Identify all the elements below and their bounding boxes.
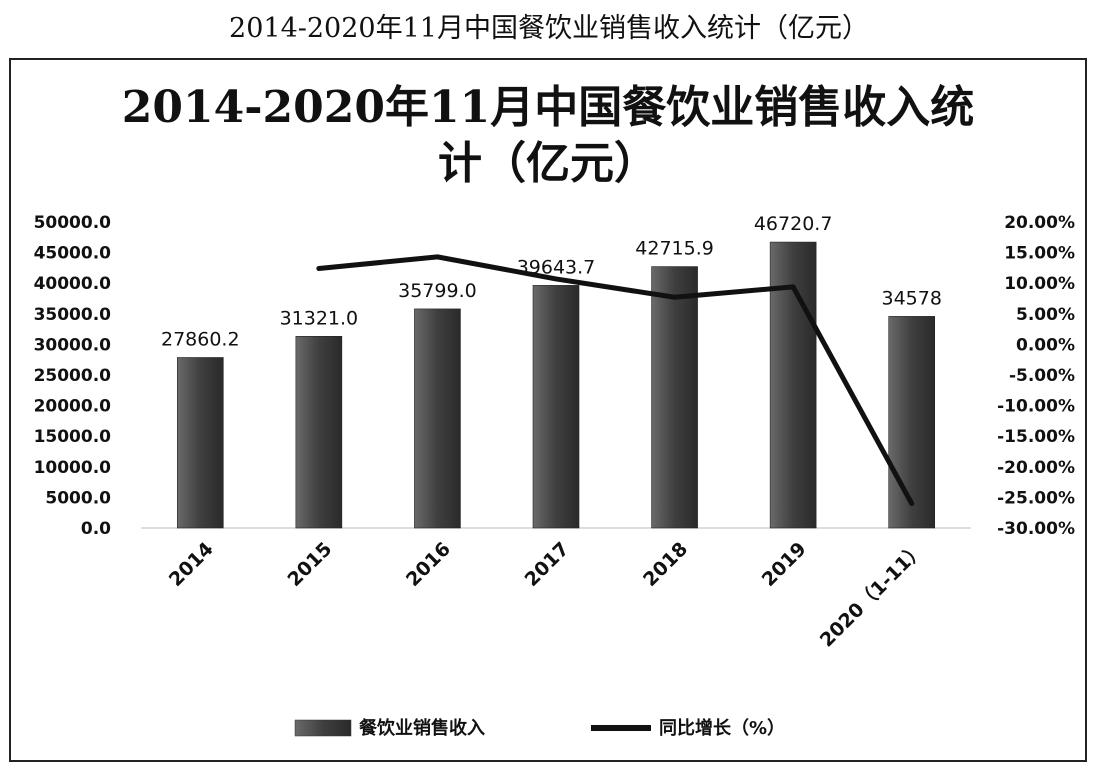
x-tick-label: 2017 — [521, 538, 574, 591]
x-tick-label: 2016 — [402, 538, 455, 591]
bar-data-labels: 27860.231321.035799.039643.742715.946720… — [161, 213, 942, 350]
right-tick-label: -15.00% — [997, 427, 1075, 447]
x-tick-label: 2020（1-11） — [815, 537, 929, 651]
bar — [295, 336, 343, 529]
left-tick-label: 10000.0 — [34, 458, 112, 478]
bar-data-label: 46720.7 — [754, 213, 833, 235]
chart-svg: 2014-2020年11月中国餐饮业销售收入统 计（亿元） 0.0 5000.0 1… — [34, 82, 1075, 739]
bar — [651, 266, 698, 529]
right-tick-label: -10.00% — [997, 397, 1075, 417]
bar — [888, 316, 936, 529]
bar-data-label: 35799.0 — [398, 280, 477, 302]
growth-line — [316, 254, 915, 507]
page-title: 2014-2020年11月中国餐饮业销售收入统计（亿元） — [229, 13, 869, 44]
chart-title-line-2: 计（亿元） — [438, 138, 658, 189]
bar — [532, 285, 580, 529]
bar-data-label: 27860.2 — [161, 328, 240, 350]
right-axis-ticks: -30.00% -25.00% -20.00% -15.00% -10.00% -5.00… — [997, 213, 1075, 539]
left-tick-label: 25000.0 — [34, 366, 112, 386]
right-tick-label: -25.00% — [997, 488, 1075, 508]
x-tick-label: 2018 — [639, 538, 692, 591]
bar — [176, 357, 224, 529]
left-tick-label: 0.0 — [81, 519, 111, 539]
bar-data-label: 31321.0 — [280, 307, 359, 329]
bar-data-label: 42715.9 — [635, 238, 714, 260]
left-tick-label: 15000.0 — [34, 427, 112, 447]
chart-title-line-1: 2014-2020年11月中国餐饮业销售收入统 — [122, 82, 974, 133]
legend-line-label: 同比增长（%） — [659, 717, 785, 739]
left-tick-label: 20000.0 — [34, 397, 112, 417]
bar — [414, 308, 461, 529]
right-tick-label: -5.00% — [1009, 366, 1075, 386]
left-axis-ticks: 0.0 5000.0 10000.0 15000.0 20000.0 25000.0 300… — [34, 213, 112, 539]
left-tick-label: 40000.0 — [34, 274, 112, 294]
right-tick-label: 5.00% — [1016, 305, 1075, 325]
left-tick-label: 45000.0 — [34, 244, 112, 264]
left-tick-label: 35000.0 — [34, 305, 112, 325]
x-axis-ticks: 2014 2015 2016 2017 2018 2019 2020（1-11） — [165, 537, 929, 651]
bar-data-label: 34578 — [881, 287, 941, 309]
legend-bar-swatch — [294, 719, 352, 737]
bar-series — [176, 241, 936, 529]
left-tick-label: 5000.0 — [45, 488, 111, 508]
right-tick-label: 15.00% — [1004, 244, 1075, 264]
right-tick-label: -30.00% — [997, 519, 1075, 539]
right-tick-label: -20.00% — [997, 458, 1075, 478]
chart-frame: 2014-2020年11月中国餐饮业销售收入统 计（亿元） 0.0 5000.0 1… — [9, 58, 1087, 762]
legend-bar-label: 餐饮业销售收入 — [358, 717, 485, 739]
x-tick-label: 2014 — [165, 538, 218, 591]
legend: 餐饮业销售收入 同比增长（%） — [294, 717, 785, 739]
x-tick-label: 2019 — [758, 538, 811, 591]
left-tick-label: 50000.0 — [34, 213, 112, 233]
x-tick-label: 2015 — [283, 538, 336, 591]
right-tick-label: 20.00% — [1004, 213, 1075, 233]
left-tick-label: 30000.0 — [34, 335, 112, 355]
right-tick-label: 0.00% — [1016, 335, 1075, 355]
right-tick-label: 10.00% — [1004, 274, 1075, 294]
